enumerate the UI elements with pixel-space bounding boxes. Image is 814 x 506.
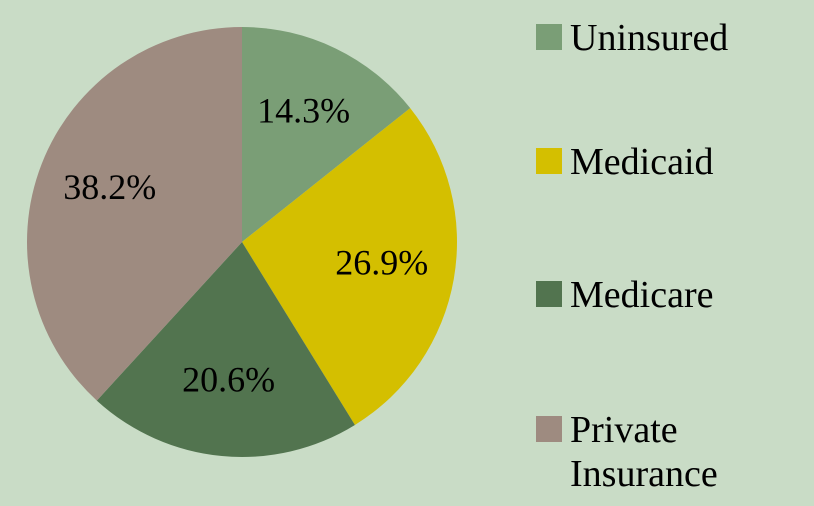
data-label: 26.9% [335,243,428,283]
legend-item: Private Insurance [536,408,800,496]
legend-swatch [536,148,562,174]
legend-label: Medicare [570,274,714,316]
legend-swatch [536,281,562,307]
pie-slice [242,27,411,242]
data-label: 38.2% [63,167,156,207]
pie-slice [96,242,355,457]
legend: Uninsured Medicaid Medicare Private Insuran… [536,0,806,506]
legend-label: Uninsured [570,17,729,59]
legend-item: Medicaid [536,140,800,184]
legend-label: Medicaid [570,141,714,183]
pie-slice [242,108,457,425]
data-label: 14.3% [257,90,350,130]
legend-item: Medicare [536,273,800,317]
pie-slice [26,27,243,401]
data-label: 20.6% [182,360,275,400]
legend-swatch [536,416,562,442]
legend-label: Private Insurance [570,409,718,495]
legend-swatch [536,24,562,50]
chart: 14.3% 26.9% 20.6% 38.2% [26,27,457,457]
legend-item: Uninsured [536,16,800,60]
